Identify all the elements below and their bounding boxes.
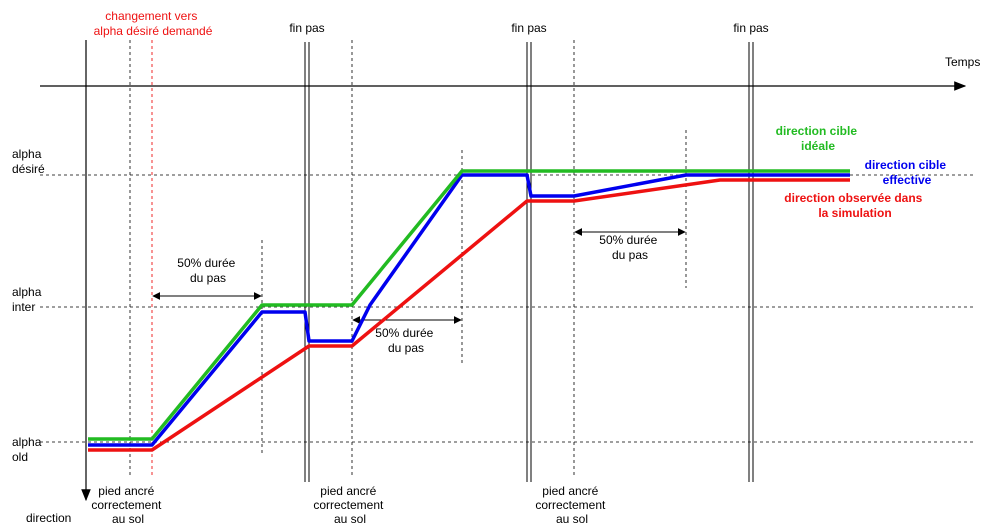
curve-ideal: [88, 169, 850, 441]
half-step-label-2: 50% durée du pas: [375, 326, 436, 355]
fin-pas-line-2: [526, 42, 532, 482]
curve-observed: [88, 178, 850, 452]
level-label-desire: alpha désiré: [12, 147, 45, 176]
level-label-inter: alpha inter: [12, 285, 45, 314]
curve-effective: [88, 173, 850, 447]
half-step-label-3: 50% durée du pas: [599, 233, 660, 262]
fin-pas-label-3: fin pas: [733, 21, 768, 35]
legend-effective: direction cible effective: [865, 158, 950, 187]
fin-pas-label-2: fin pas: [511, 21, 546, 35]
fin-pas-line-3: [748, 42, 754, 482]
pied-ancre-label-1: pied ancré correctement au sol: [91, 484, 164, 526]
legend-ideal: direction cible idéale: [776, 124, 861, 153]
fin-pas-label-1: fin pas: [289, 21, 324, 35]
half-step-label-1: 50% durée du pas: [177, 256, 238, 285]
pied-ancre-label-3: pied ancré correctement au sol: [535, 484, 608, 526]
fin-pas-line-1: [304, 42, 310, 482]
changement-label: changement vers alpha désiré demandé: [94, 9, 213, 38]
direction-axis-label: direction: [26, 511, 71, 525]
legend-observed: direction observée dans la simulation: [784, 191, 925, 220]
level-label-old: alpha old: [12, 435, 45, 464]
time-axis-label: Temps: [945, 55, 980, 69]
pied-ancre-label-2: pied ancré correctement au sol: [313, 484, 386, 526]
